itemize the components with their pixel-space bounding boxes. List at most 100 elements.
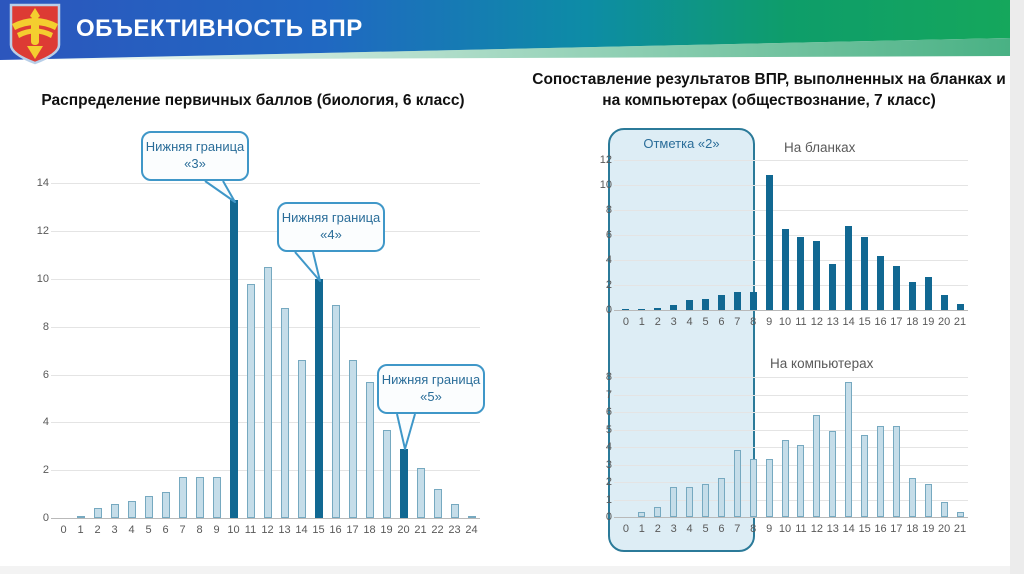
x-tick-label: 6: [162, 524, 169, 536]
y-tick-label: 1: [605, 493, 612, 506]
x-tick-label: 6: [718, 523, 725, 535]
bar-score-8: [195, 477, 204, 518]
x-tick-label: 17: [890, 316, 903, 328]
x-tick-label: 15: [858, 523, 871, 535]
x-tick-label: 5: [145, 524, 152, 536]
bar-score-4: [686, 300, 694, 310]
y-tick-label: 4: [605, 441, 612, 453]
bar-score-1: [638, 512, 646, 517]
gridline-y-6: [614, 235, 968, 236]
bar-score-17: [348, 360, 357, 518]
bar-score-9: [765, 459, 773, 517]
bar-score-15: [861, 237, 869, 310]
callout-tail-icon: [204, 180, 236, 203]
gridline-y-0: [614, 517, 968, 518]
bar-score-10: [781, 440, 789, 517]
bar-score-15: [861, 435, 869, 517]
y-tick-label: 0: [42, 512, 49, 524]
x-tick-label: 9: [766, 523, 773, 535]
bar-score-4: [686, 487, 694, 517]
bar-score-4: [127, 501, 136, 518]
x-tick-label: 0: [60, 524, 67, 536]
bar-score-13: [829, 431, 837, 517]
y-tick-label: 12: [599, 154, 612, 166]
y-tick-label: 8: [42, 320, 49, 333]
bar-score-16: [877, 256, 884, 310]
bar-score-18: [908, 282, 916, 310]
x-tick-label: 4: [128, 524, 135, 536]
bar-score-5: [144, 496, 153, 518]
gridline-y-4: [614, 260, 968, 261]
callout-lower-bound-4-text: Нижняя граница «4»: [281, 210, 381, 242]
x-tick-label: 5: [702, 316, 709, 328]
x-tick-label: 12: [810, 523, 823, 535]
bar-score-18: [365, 382, 374, 518]
y-tick-label: 10: [599, 179, 612, 191]
bar-score-11: [797, 237, 805, 310]
x-tick-label: 18: [363, 524, 376, 536]
bar-score-17: [892, 266, 900, 310]
y-tick-label: 10: [36, 273, 49, 285]
x-tick-label: 19: [922, 316, 935, 328]
bar-score-9: [765, 175, 773, 310]
x-tick-label: 8: [750, 316, 757, 328]
y-tick-label: 3: [605, 458, 612, 471]
bar-score-20: [940, 295, 948, 310]
y-tick-label: 6: [605, 229, 612, 241]
y-tick-label: 0: [605, 304, 612, 316]
bar-score-9: [212, 477, 221, 518]
gridline-y-14: [51, 183, 480, 185]
x-tick-label: 21: [414, 524, 427, 536]
callout-tail-icon: [294, 251, 321, 282]
x-tick-label: 13: [826, 523, 839, 535]
x-tick-label: 15: [858, 316, 871, 328]
x-tick-label: 20: [938, 523, 951, 535]
x-tick-label: 1: [77, 524, 84, 536]
x-tick-label: 15: [312, 524, 325, 536]
bar-score-3: [670, 305, 678, 310]
bar-score-10: [229, 200, 238, 518]
bar-score-11: [797, 445, 805, 517]
bar-score-7: [733, 292, 741, 310]
gridline-y-8: [614, 210, 968, 211]
subtitle-on-computers: На компьютерах: [770, 356, 874, 371]
bar-score-13: [829, 264, 837, 310]
bar-score-1: [638, 309, 646, 310]
bar-score-13: [280, 308, 289, 518]
left-chart-title: Распределение первичных баллов (биология…: [41, 92, 465, 109]
y-tick-label: 5: [605, 423, 612, 436]
x-tick-label: 6: [718, 316, 725, 328]
bar-score-6: [717, 295, 725, 310]
x-tick-label: 22: [431, 524, 444, 536]
x-tick-label: 11: [244, 524, 257, 536]
y-tick-label: 0: [605, 511, 612, 523]
bar-score-16: [877, 426, 884, 517]
bar-score-2: [654, 308, 662, 310]
x-tick-label: 14: [842, 316, 855, 328]
callout-lower-bound-3: Нижняя граница «3»: [141, 131, 249, 203]
x-tick-label: 3: [111, 524, 118, 536]
x-tick-label: 14: [842, 523, 855, 535]
x-tick-label: 2: [654, 316, 661, 328]
bar-score-11: [246, 284, 255, 518]
page-margin-bottom: [0, 566, 1010, 574]
callout-lower-bound-5-text: Нижняя граница «5»: [381, 372, 481, 404]
x-tick-label: 17: [890, 523, 903, 535]
x-tick-label: 13: [826, 316, 839, 328]
x-tick-label: 10: [778, 316, 792, 328]
y-tick-label: 2: [605, 476, 612, 488]
callout-lower-bound-4: Нижняя граница «4»: [277, 202, 385, 282]
gridline-y-5: [614, 429, 968, 431]
bar-score-1: [76, 516, 85, 518]
x-tick-label: 20: [938, 316, 951, 328]
bar-score-15: [314, 279, 323, 518]
x-tick-label: 20: [397, 524, 410, 536]
bar-score-3: [670, 487, 678, 517]
x-tick-label: 7: [179, 524, 186, 536]
chart-on-computers: 0 1 2 3 4 5 6 7 8 0 1 2 3 4 5 6 7 8 9 10 11 12 13 14 15 16 17 18 19 2…: [595, 352, 1023, 542]
y-tick-label: 12: [36, 225, 49, 238]
x-tick-label: 4: [686, 523, 693, 535]
callout-lower-bound-5: Нижняя граница «5»: [377, 364, 485, 450]
bar-score-20: [399, 449, 408, 518]
